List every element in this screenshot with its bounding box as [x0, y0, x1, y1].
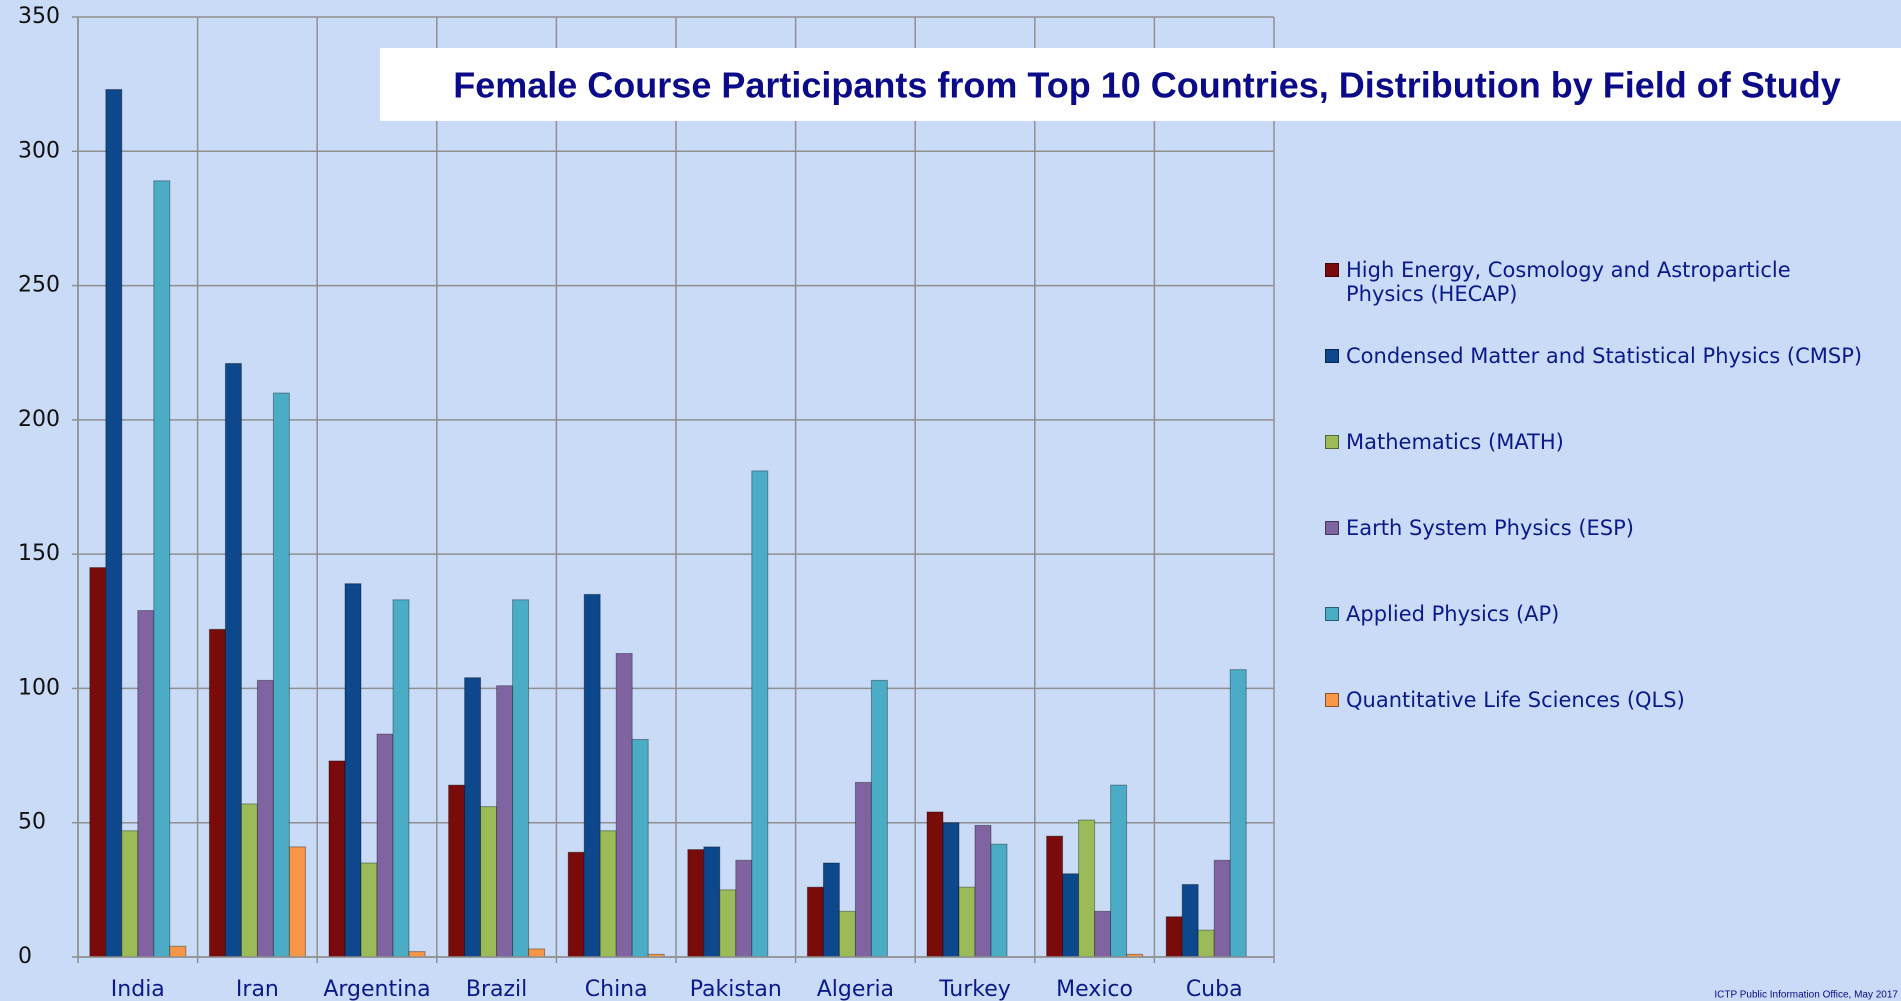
- bar: [448, 784, 466, 958]
- legend-swatch: [1325, 521, 1339, 535]
- bar: [926, 811, 944, 958]
- bar: [392, 599, 410, 958]
- bar: [958, 886, 976, 958]
- legend-label: Applied Physics (AP): [1346, 602, 1560, 626]
- x-tick-label: India: [111, 977, 165, 1001]
- bar: [583, 593, 601, 958]
- bar: [687, 849, 705, 958]
- bar: [1181, 883, 1199, 958]
- bar: [615, 653, 633, 958]
- footer-note: ICTP Public Information Office, May 2017: [1714, 990, 1898, 1001]
- legend-item: Mathematics (MATH): [1325, 430, 1865, 454]
- y-tick-label: 100: [18, 675, 60, 700]
- legend-swatch: [1325, 693, 1339, 707]
- legend-item: Earth System Physics (ESP): [1325, 516, 1865, 540]
- x-tick-label: Iran: [236, 977, 279, 1001]
- bar: [1213, 859, 1231, 958]
- bar: [599, 830, 617, 958]
- bar: [89, 567, 107, 958]
- bar: [719, 889, 737, 958]
- bar: [496, 685, 514, 958]
- y-tick-label: 250: [18, 273, 60, 298]
- bar: [480, 806, 498, 958]
- bar: [288, 846, 306, 958]
- bar: [1078, 819, 1096, 958]
- y-tick-label: 50: [18, 810, 46, 835]
- bar: [121, 830, 139, 958]
- y-tick-label: 300: [18, 138, 60, 163]
- legend-swatch: [1325, 349, 1339, 363]
- legend-item: Applied Physics (AP): [1325, 602, 1865, 626]
- bar: [272, 392, 290, 958]
- bar: [105, 89, 123, 958]
- legend-item: High Energy, Cosmology and Astroparticle…: [1325, 258, 1865, 306]
- x-tick-label: China: [585, 977, 648, 1001]
- bar: [1165, 916, 1183, 958]
- bar: [408, 951, 426, 958]
- bar: [735, 859, 753, 958]
- bar: [806, 886, 824, 958]
- bar: [1046, 835, 1064, 958]
- x-tick-label: Mexico: [1056, 977, 1133, 1001]
- legend-label: Condensed Matter and Statistical Physics…: [1346, 344, 1863, 368]
- legend-label: High Energy, Cosmology and Astroparticle…: [1346, 258, 1791, 306]
- bar: [208, 628, 226, 958]
- bar: [631, 738, 649, 958]
- x-tick-label: Pakistan: [690, 977, 782, 1001]
- bar: [376, 733, 394, 958]
- bar: [567, 851, 585, 958]
- bar: [137, 610, 155, 958]
- bar: [512, 599, 530, 958]
- bar: [153, 180, 171, 958]
- bar: [360, 862, 378, 958]
- bar: [751, 470, 769, 958]
- title-box: [380, 48, 1901, 121]
- legend-swatch: [1325, 607, 1339, 621]
- bar: [870, 679, 888, 958]
- bar: [1110, 784, 1128, 958]
- y-tick-label: 0: [18, 944, 32, 969]
- y-tick-label: 200: [18, 407, 60, 432]
- legend-item: Condensed Matter and Statistical Physics…: [1325, 344, 1865, 368]
- bar: [822, 862, 840, 958]
- bar: [344, 583, 362, 958]
- legend-swatch: [1325, 263, 1339, 277]
- bar: [169, 945, 187, 958]
- bar: [1229, 669, 1247, 958]
- y-tick-label: 350: [18, 4, 60, 29]
- bar: [1094, 910, 1112, 958]
- bar: [240, 803, 258, 958]
- y-tick-label: 150: [18, 541, 60, 566]
- chart-title: Female Course Participants from Top 10 C…: [453, 65, 1841, 106]
- bar: [974, 824, 992, 958]
- bar: [1197, 929, 1215, 958]
- bar: [528, 948, 546, 958]
- bar: [224, 362, 242, 958]
- x-tick-label: Brazil: [466, 977, 527, 1001]
- bar: [464, 677, 482, 958]
- bar: [854, 781, 872, 958]
- x-tick-label: Argentina: [323, 977, 430, 1001]
- legend-label: Mathematics (MATH): [1346, 430, 1564, 454]
- x-tick-label: Cuba: [1186, 977, 1243, 1001]
- bar: [990, 843, 1008, 958]
- bar: [1062, 873, 1080, 958]
- legend-label: Quantitative Life Sciences (QLS): [1346, 688, 1685, 712]
- bar: [256, 679, 274, 958]
- legend-swatch: [1325, 435, 1339, 449]
- legend-item: Quantitative Life Sciences (QLS): [1325, 688, 1865, 712]
- legend-label: Earth System Physics (ESP): [1346, 516, 1634, 540]
- x-tick-label: Turkey: [938, 977, 1011, 1001]
- bar: [838, 910, 856, 958]
- x-tick-label: Algeria: [817, 977, 894, 1001]
- bar: [328, 760, 346, 958]
- bar: [942, 822, 960, 958]
- bar: [703, 846, 721, 958]
